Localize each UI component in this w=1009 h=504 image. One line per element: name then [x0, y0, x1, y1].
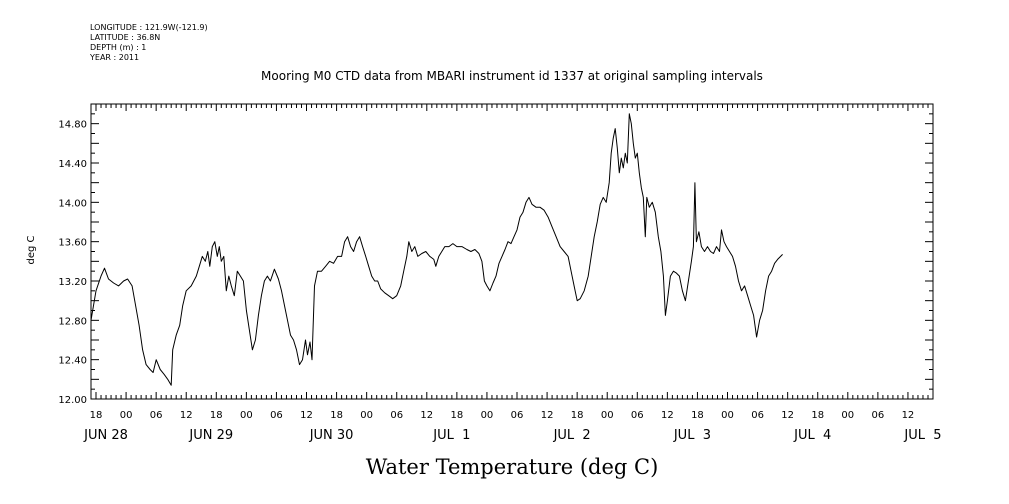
x-hour-label: 06: [270, 410, 283, 421]
x-hour-label: 12: [180, 410, 193, 421]
x-hour-label: 12: [902, 410, 915, 421]
x-hour-label: 18: [811, 410, 824, 421]
metadata-block: LONGITUDE : 121.9W(-121.9) LATITUDE : 36…: [89, 23, 208, 62]
y-tick-label: 14.40: [58, 159, 87, 170]
meta-depth: DEPTH (m) : 1: [90, 43, 146, 52]
meta-year: YEAR : 2011: [89, 53, 139, 62]
x-hour-label: 18: [330, 410, 343, 421]
x-hour-label: 06: [751, 410, 764, 421]
x-hour-label: 06: [390, 410, 403, 421]
x-axis-label: Water Temperature (deg C): [366, 455, 659, 479]
y-ticks: 12.00 12.40 12.80 13.20 13.60 14.00 14.40 14.80: [58, 103, 933, 406]
x-day-label: JUL 2: [553, 428, 591, 443]
y-tick-label: 14.00: [58, 198, 87, 209]
chart-title: Mooring M0 CTD data from MBARI instrumen…: [261, 69, 763, 83]
series-line-0: [90, 113, 783, 386]
x-hour-label: 00: [120, 410, 133, 421]
x-hour-label: 00: [240, 410, 253, 421]
x-hour-label: 18: [691, 410, 704, 421]
meta-latitude: LATITUDE : 36.8N: [90, 33, 160, 42]
y-tick-label: 14.80: [58, 120, 87, 131]
x-day-label: JUL 5: [903, 428, 941, 443]
x-day-label: JUN 28: [83, 428, 128, 443]
x-hour-label: 12: [420, 410, 433, 421]
x-hour-label: 06: [631, 410, 644, 421]
y-tick-label: 12.80: [58, 316, 87, 327]
x-hour-label: 06: [150, 410, 163, 421]
x-hour-label: 18: [210, 410, 223, 421]
x-day-label: JUL 4: [793, 428, 831, 443]
x-hour-label: 18: [571, 410, 584, 421]
x-hour-label: 12: [300, 410, 313, 421]
x-hour-label: 06: [872, 410, 885, 421]
x-day-label: JUN 29: [188, 428, 233, 443]
plot-frame: [90, 103, 934, 400]
x-hour-label: 18: [451, 410, 464, 421]
y-tick-label: 12.00: [58, 395, 87, 406]
x-day-label: JUL 1: [432, 428, 470, 443]
x-hour-label: 00: [841, 410, 854, 421]
y-axis-label: deg C: [26, 235, 37, 264]
y-tick-label: 13.60: [58, 238, 87, 249]
x-ticks: 18 00 06 12 18 00 06 12 18 00 06 12 18 00 06 12 18 00 06 12…: [83, 104, 942, 443]
y-tick-label: 13.20: [58, 277, 87, 288]
x-hour-label: 00: [601, 410, 614, 421]
x-hour-label: 12: [781, 410, 794, 421]
x-hour-label: 18: [90, 410, 103, 421]
x-day-label: JUN 30: [309, 428, 354, 443]
y-tick-label: 12.40: [58, 356, 87, 367]
x-hour-label: 12: [541, 410, 554, 421]
x-hour-label: 00: [360, 410, 373, 421]
x-hour-label: 06: [511, 410, 524, 421]
x-hour-label: 00: [721, 410, 734, 421]
meta-longitude: LONGITUDE : 121.9W(-121.9): [90, 23, 208, 32]
x-day-label: JUL 3: [673, 428, 711, 443]
series-group: [90, 113, 783, 386]
x-hour-label: 12: [661, 410, 674, 421]
x-hour-label: 00: [481, 410, 494, 421]
